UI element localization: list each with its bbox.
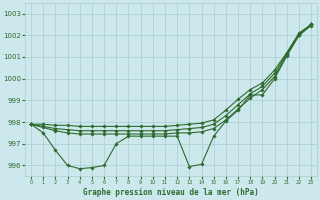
X-axis label: Graphe pression niveau de la mer (hPa): Graphe pression niveau de la mer (hPa) <box>83 188 259 197</box>
